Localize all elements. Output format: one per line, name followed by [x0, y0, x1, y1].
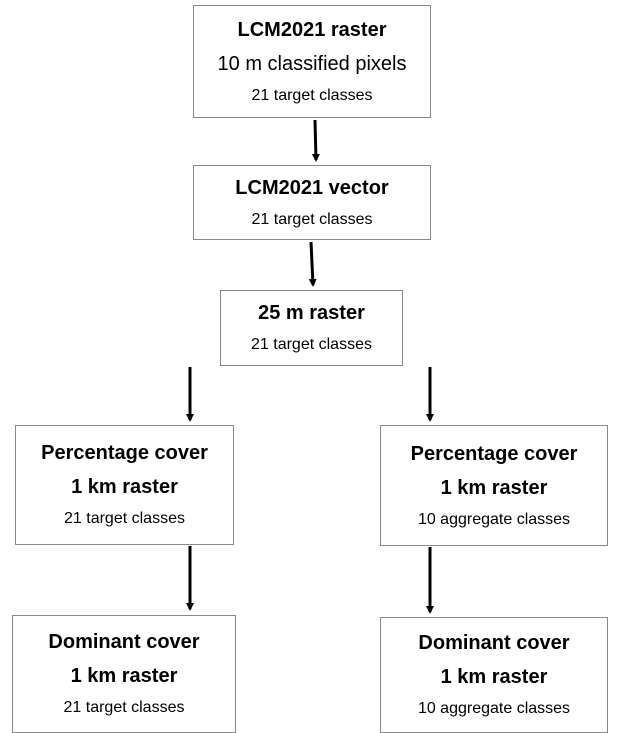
node-detail: 21 target classes — [63, 699, 185, 716]
node-detail: 10 aggregate classes — [417, 700, 571, 717]
node-box: LCM2021 vector 21 target classes — [193, 165, 431, 240]
node-detail: 21 target classes — [251, 336, 372, 353]
arrow — [308, 241, 317, 287]
arrow — [311, 119, 320, 162]
node-detail: 21 target classes — [251, 210, 373, 228]
node-box: Dominant cover 1 km raster 21 target class… — [12, 615, 236, 733]
node-title: 25 m raster — [258, 302, 365, 324]
node-detail: 10 aggregate classes — [417, 510, 571, 528]
node-title: Dominant cover — [48, 631, 200, 653]
node-title: LCM2021 vector — [235, 176, 389, 199]
node-title: 1 km raster — [70, 665, 178, 687]
node-title: 1 km raster — [440, 666, 548, 688]
node-title: Percentage cover — [410, 442, 578, 465]
node-box: Dominant cover 1 km raster 10 aggregate cl… — [380, 617, 608, 733]
node-box: 25 m raster 21 target classes — [220, 290, 403, 366]
node-title: Percentage cover — [41, 442, 208, 464]
node-box: LCM2021 raster 10 m classified pixels 21 t… — [193, 5, 431, 118]
node-detail: 21 target classes — [251, 86, 373, 104]
node-title: 1 km raster — [440, 476, 548, 499]
node-box: Percentage cover 1 km raster 10 aggregate … — [380, 425, 608, 546]
node-box: Percentage cover 1 km raster 21 target cla… — [15, 425, 234, 545]
node-title: 1 km raster — [71, 476, 178, 498]
node-title: LCM2021 raster — [237, 18, 387, 41]
node-title: Dominant cover — [418, 632, 570, 654]
node-subtitle: 10 m classified pixels — [217, 52, 407, 75]
node-detail: 21 target classes — [64, 510, 185, 527]
